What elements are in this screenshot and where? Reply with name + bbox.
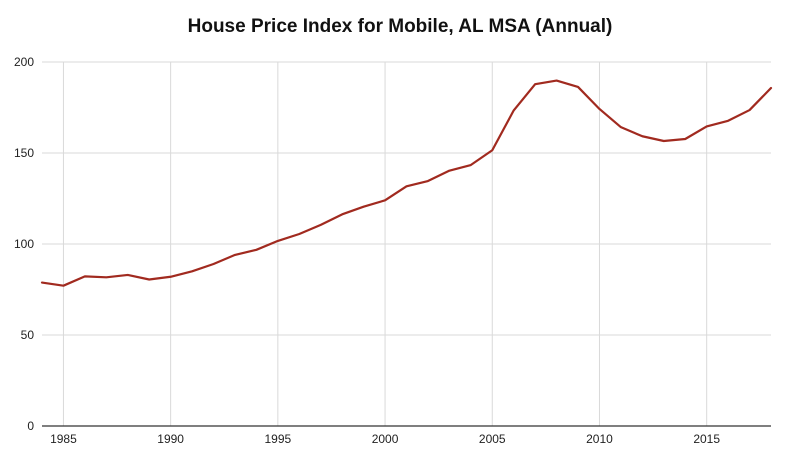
x-tick-label: 2005 bbox=[479, 432, 506, 446]
x-tick-label: 2015 bbox=[693, 432, 720, 446]
data-point bbox=[148, 278, 150, 280]
data-point bbox=[384, 199, 386, 201]
chart-title: House Price Index for Mobile, AL MSA (An… bbox=[187, 16, 613, 37]
x-tick-label: 2000 bbox=[372, 432, 399, 446]
data-point bbox=[170, 276, 172, 278]
data-point bbox=[234, 254, 236, 256]
data-point bbox=[320, 224, 322, 226]
data-point bbox=[598, 108, 600, 110]
data-point bbox=[41, 281, 43, 283]
x-tick-label: 2010 bbox=[586, 432, 613, 446]
x-tick-label: 1995 bbox=[265, 432, 292, 446]
data-point bbox=[470, 164, 472, 166]
data-point bbox=[84, 275, 86, 277]
data-point bbox=[212, 263, 214, 265]
data-point bbox=[770, 87, 772, 89]
data-point bbox=[663, 140, 665, 142]
data-point bbox=[491, 149, 493, 151]
data-point bbox=[105, 276, 107, 278]
data-point bbox=[298, 233, 300, 235]
x-tick-label: 1985 bbox=[50, 432, 77, 446]
data-point bbox=[62, 285, 64, 287]
data-point bbox=[341, 213, 343, 215]
data-point bbox=[534, 83, 536, 85]
data-point bbox=[706, 125, 708, 127]
data-point bbox=[555, 79, 557, 81]
data-point bbox=[405, 185, 407, 187]
data-point bbox=[727, 120, 729, 122]
data-point bbox=[277, 240, 279, 242]
y-tick-label: 200 bbox=[14, 55, 34, 69]
data-point bbox=[127, 274, 129, 276]
data-point bbox=[748, 109, 750, 111]
y-tick-label: 100 bbox=[14, 237, 34, 251]
data-point bbox=[448, 170, 450, 172]
series-line bbox=[40, 79, 773, 287]
data-point bbox=[641, 135, 643, 137]
data-point bbox=[255, 249, 257, 251]
y-tick-label: 0 bbox=[27, 419, 34, 433]
x-tick-label: 1990 bbox=[157, 432, 184, 446]
y-tick-label: 50 bbox=[21, 328, 35, 342]
data-point bbox=[513, 109, 515, 111]
data-point bbox=[363, 206, 365, 208]
data-point bbox=[684, 138, 686, 140]
data-point bbox=[577, 86, 579, 88]
data-point bbox=[427, 180, 429, 182]
data-point bbox=[620, 126, 622, 128]
data-point bbox=[191, 270, 193, 272]
y-tick-label: 150 bbox=[14, 146, 34, 160]
